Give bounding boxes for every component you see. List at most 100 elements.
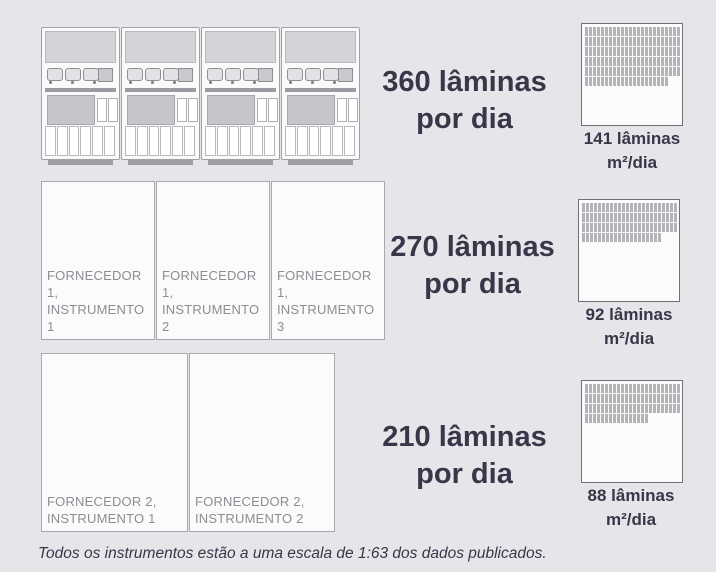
slide-cell [645, 384, 648, 393]
slide-cell [633, 57, 636, 66]
slide-cell [629, 67, 632, 76]
slide-cell [633, 27, 636, 36]
slide-cell [649, 27, 652, 36]
slide-cell [670, 203, 673, 212]
unit-drawer [136, 126, 148, 156]
slide-cell [621, 77, 624, 86]
unit-dot [311, 81, 314, 84]
slide-cell [665, 394, 668, 403]
slide-cell [625, 384, 628, 393]
slide-cell [585, 27, 588, 36]
unit-dot [333, 81, 336, 84]
slide-cell [625, 414, 628, 423]
slide-cell [585, 414, 588, 423]
slide-cell [614, 203, 617, 212]
row2-density-box [578, 199, 680, 302]
slide-cell [610, 223, 613, 232]
instrument-unit [121, 27, 200, 165]
slide-cell [598, 233, 601, 242]
slide-cell [630, 223, 633, 232]
slide-cell [609, 404, 612, 413]
unit-dot [93, 81, 96, 84]
slide-cell [598, 213, 601, 222]
unit-drawers [125, 126, 196, 156]
slide-cell [589, 37, 592, 46]
slide-cell [629, 384, 632, 393]
slide-cell [654, 203, 657, 212]
unit-drawer [216, 126, 228, 156]
slide-cell [582, 233, 585, 242]
slide-cell [677, 384, 680, 393]
slide-cell [665, 37, 668, 46]
slide-cell [653, 27, 656, 36]
slide-cell [626, 213, 629, 222]
slide-cell [662, 203, 665, 212]
slide-cell [618, 213, 621, 222]
slide-cell [593, 394, 596, 403]
slide-cell [669, 404, 672, 413]
slide-cell [629, 414, 632, 423]
slide-cell [609, 67, 612, 76]
slide-cell [617, 77, 620, 86]
slide-cell [589, 47, 592, 56]
slide-cell [593, 67, 596, 76]
unit-band [45, 88, 116, 92]
slide-cell [606, 203, 609, 212]
slide-cell [597, 394, 600, 403]
slide-cell [625, 77, 628, 86]
slide-cell [633, 47, 636, 56]
slide-cell [657, 384, 660, 393]
slide-cell [617, 27, 620, 36]
slide-cell [625, 57, 628, 66]
unit-slots [97, 98, 119, 122]
slide-cell [661, 37, 664, 46]
unit-base [208, 160, 273, 165]
slide-cell [637, 57, 640, 66]
slide-cell [601, 404, 604, 413]
unit-band [125, 88, 196, 92]
slide-cell [661, 47, 664, 56]
slide-cell [593, 47, 596, 56]
slide-cell [613, 404, 616, 413]
slide-cell [598, 223, 601, 232]
unit-drawers [45, 126, 116, 156]
unit-drawer [148, 126, 160, 156]
unit-band [205, 88, 276, 92]
slide-cell [669, 57, 672, 66]
slide-cell [626, 233, 629, 242]
slide-cell [641, 77, 644, 86]
slide-cell [614, 213, 617, 222]
slide-cell [609, 37, 612, 46]
unit-slot [177, 98, 187, 122]
slide-cell [670, 213, 673, 222]
unit-slot [257, 98, 267, 122]
slide-cell [650, 223, 653, 232]
unit-drawer [264, 126, 275, 156]
slide-cell [613, 67, 616, 76]
row3-throughput: 210 lâminas por dia [372, 419, 557, 493]
slide-cell [673, 67, 676, 76]
slide-cell [582, 203, 585, 212]
slide-cell [602, 213, 605, 222]
slide-cell [677, 394, 680, 403]
slide-cell [625, 404, 628, 413]
slide-cell [661, 77, 664, 86]
slide-cell [645, 57, 648, 66]
row3-density-grid [585, 384, 681, 424]
slide-cell [605, 414, 608, 423]
slide-cell [614, 233, 617, 242]
slide-cell [610, 213, 613, 222]
slide-cell [661, 67, 664, 76]
slide-cell [629, 394, 632, 403]
slide-cell [677, 67, 680, 76]
slide-cell [625, 67, 628, 76]
slide-cell [597, 27, 600, 36]
unit-drawer [240, 126, 252, 156]
slide-cell [653, 77, 656, 86]
unit-drawer [172, 126, 184, 156]
slide-cell [637, 47, 640, 56]
slide-cell [617, 394, 620, 403]
instrument-unit [281, 27, 360, 165]
unit-drawer [92, 126, 104, 156]
vendor1-instrument1-box: FORNECEDOR 1, INSTRUMENTO 1 [41, 181, 155, 340]
